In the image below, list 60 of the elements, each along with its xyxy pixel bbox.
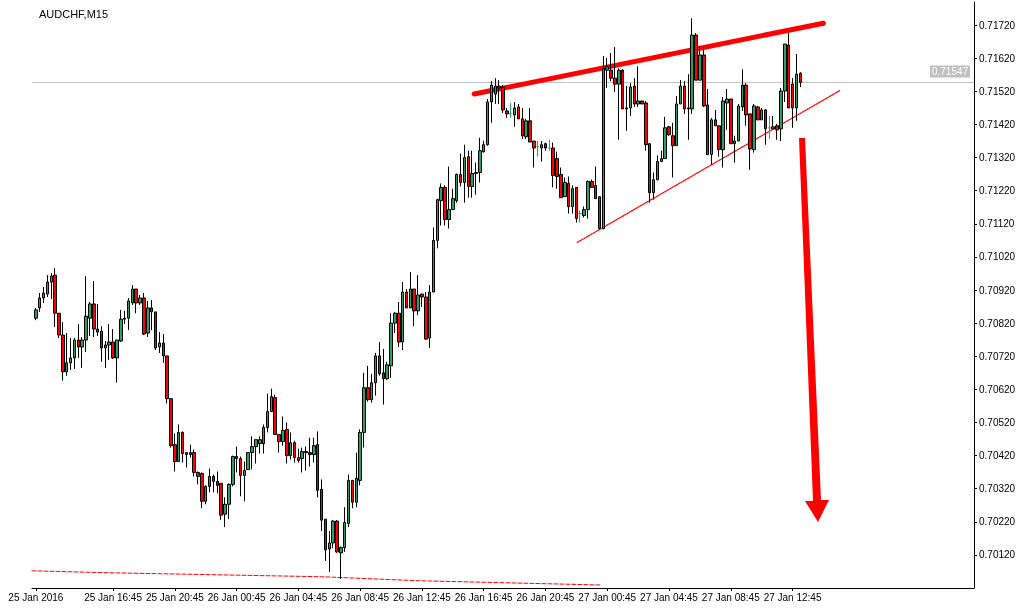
x-tick-label: 26 Jan 12:45 bbox=[393, 591, 452, 603]
y-tick-label: 0.71320 bbox=[979, 152, 1016, 164]
x-tick-label: 26 Jan 00:45 bbox=[207, 591, 266, 603]
x-tick-label: 25 Jan 16:45 bbox=[84, 591, 143, 603]
y-tick-label: 0.70620 bbox=[979, 383, 1016, 395]
candlestick bbox=[285, 421, 289, 465]
candlestick bbox=[636, 65, 640, 108]
x-tick-label: 25 Jan 20:45 bbox=[145, 591, 205, 603]
candlestick bbox=[540, 140, 543, 163]
candlestick bbox=[300, 447, 304, 473]
x-tick-label: 26 Jan 20:45 bbox=[516, 591, 575, 603]
y-tick-label: 0.71620 bbox=[979, 52, 1016, 64]
y-tick-label: 0.71020 bbox=[979, 251, 1016, 263]
candlestick bbox=[768, 115, 771, 140]
y-tick-label: 0.70720 bbox=[979, 350, 1016, 362]
y-tick-label: 0.70520 bbox=[979, 416, 1016, 428]
x-tick-label: 26 Jan 16:45 bbox=[454, 591, 514, 603]
ref-line-label: 0.71547 bbox=[931, 65, 969, 77]
candlestick bbox=[463, 144, 466, 204]
line-series bbox=[31, 570, 602, 586]
candlestick bbox=[200, 471, 204, 509]
y-tick-label: 0.71520 bbox=[979, 85, 1016, 97]
candlestick bbox=[308, 437, 312, 467]
y-tick-label: 0.70120 bbox=[979, 549, 1016, 561]
y-tick-label: 0.71720 bbox=[979, 19, 1016, 31]
candlestick bbox=[551, 142, 555, 188]
x-tick-label: 26 Jan 08:45 bbox=[331, 591, 390, 603]
y-tick-label: 0.71220 bbox=[979, 185, 1016, 197]
x-tick-label: 26 Jan 04:45 bbox=[269, 591, 328, 603]
y-tick-label: 0.70420 bbox=[979, 450, 1016, 462]
y-tick-label: 0.70920 bbox=[979, 284, 1016, 296]
candlestick bbox=[521, 107, 524, 140]
candlestick bbox=[250, 435, 254, 470]
y-tick-label: 0.71420 bbox=[979, 119, 1016, 130]
candlestick bbox=[575, 186, 578, 223]
candlestick bbox=[389, 312, 393, 379]
text: AUDCHF,M15 bbox=[39, 7, 109, 20]
x-tick-label: 27 Jan 08:45 bbox=[701, 591, 761, 603]
x-tick-label: 27 Jan 04:45 bbox=[640, 591, 699, 603]
candlestick bbox=[470, 150, 474, 199]
x-tick-label: 25 Jan 2016 bbox=[8, 591, 64, 603]
y-tick-label: 0.70820 bbox=[979, 317, 1016, 329]
y-tick-label: 0.70220 bbox=[979, 516, 1016, 528]
candlestick bbox=[401, 281, 404, 351]
candlestick bbox=[567, 175, 570, 215]
x-tick-label: 27 Jan 12:45 bbox=[763, 591, 822, 603]
candlestick bbox=[602, 55, 605, 230]
candlestick bbox=[586, 179, 590, 220]
candlestick bbox=[134, 288, 138, 314]
candlestick bbox=[447, 166, 451, 229]
candlestick bbox=[142, 292, 146, 336]
candlestick bbox=[764, 108, 767, 146]
candlestick bbox=[536, 140, 539, 158]
y-tick-label: 0.70320 bbox=[979, 483, 1016, 495]
candlestick bbox=[92, 280, 96, 338]
candlestick bbox=[513, 101, 516, 128]
y-tick-label: 0.71120 bbox=[979, 218, 1015, 230]
candlestick bbox=[254, 439, 258, 465]
candlestick bbox=[663, 116, 667, 160]
x-tick-label: 27 Jan 00:45 bbox=[578, 591, 637, 603]
